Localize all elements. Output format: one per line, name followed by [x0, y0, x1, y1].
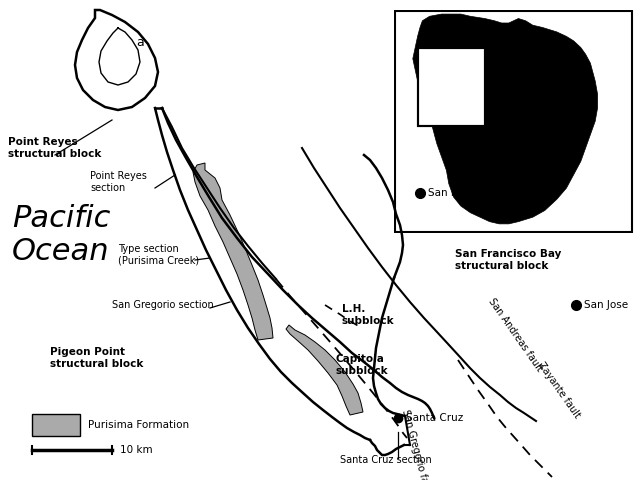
Text: Purisima Formation: Purisima Formation [88, 420, 189, 430]
Polygon shape [193, 163, 273, 340]
Text: Santa Cruz section: Santa Cruz section [340, 455, 432, 465]
Polygon shape [105, 50, 150, 90]
Text: San Gregorio section: San Gregorio section [112, 300, 214, 310]
Text: San Andreas fault: San Andreas fault [486, 297, 544, 373]
Bar [418, 48, 485, 126]
Polygon shape [75, 10, 158, 110]
Text: a: a [136, 36, 144, 48]
Text: Type section
(Purisima Creek): Type section (Purisima Creek) [118, 244, 199, 266]
Text: San Gregorio fault: San Gregorio fault [400, 409, 433, 480]
Text: Pigeon Point
structural block: Pigeon Point structural block [50, 347, 143, 369]
Polygon shape [425, 54, 454, 123]
Text: Point Reyes
structural block: Point Reyes structural block [8, 137, 101, 159]
Text: L.H.
subblock: L.H. subblock [342, 304, 395, 326]
Text: 10 km: 10 km [120, 445, 152, 455]
Polygon shape [286, 325, 363, 415]
Text: Zayante fault: Zayante fault [536, 360, 582, 420]
Polygon shape [413, 14, 598, 224]
Bar [32, 414, 80, 436]
Text: Point Reyes
section: Point Reyes section [90, 171, 147, 193]
Text: Capitola
subblock: Capitola subblock [335, 354, 388, 376]
Text: San Francisco Bay
structural block: San Francisco Bay structural block [455, 249, 561, 271]
Text: Pacific
Ocean: Pacific Ocean [12, 204, 110, 266]
Text: Santa Cruz: Santa Cruz [406, 413, 463, 423]
Bar [418, 48, 485, 126]
Text: San Jose: San Jose [584, 300, 628, 310]
Text: San Francisco: San Francisco [428, 188, 500, 198]
